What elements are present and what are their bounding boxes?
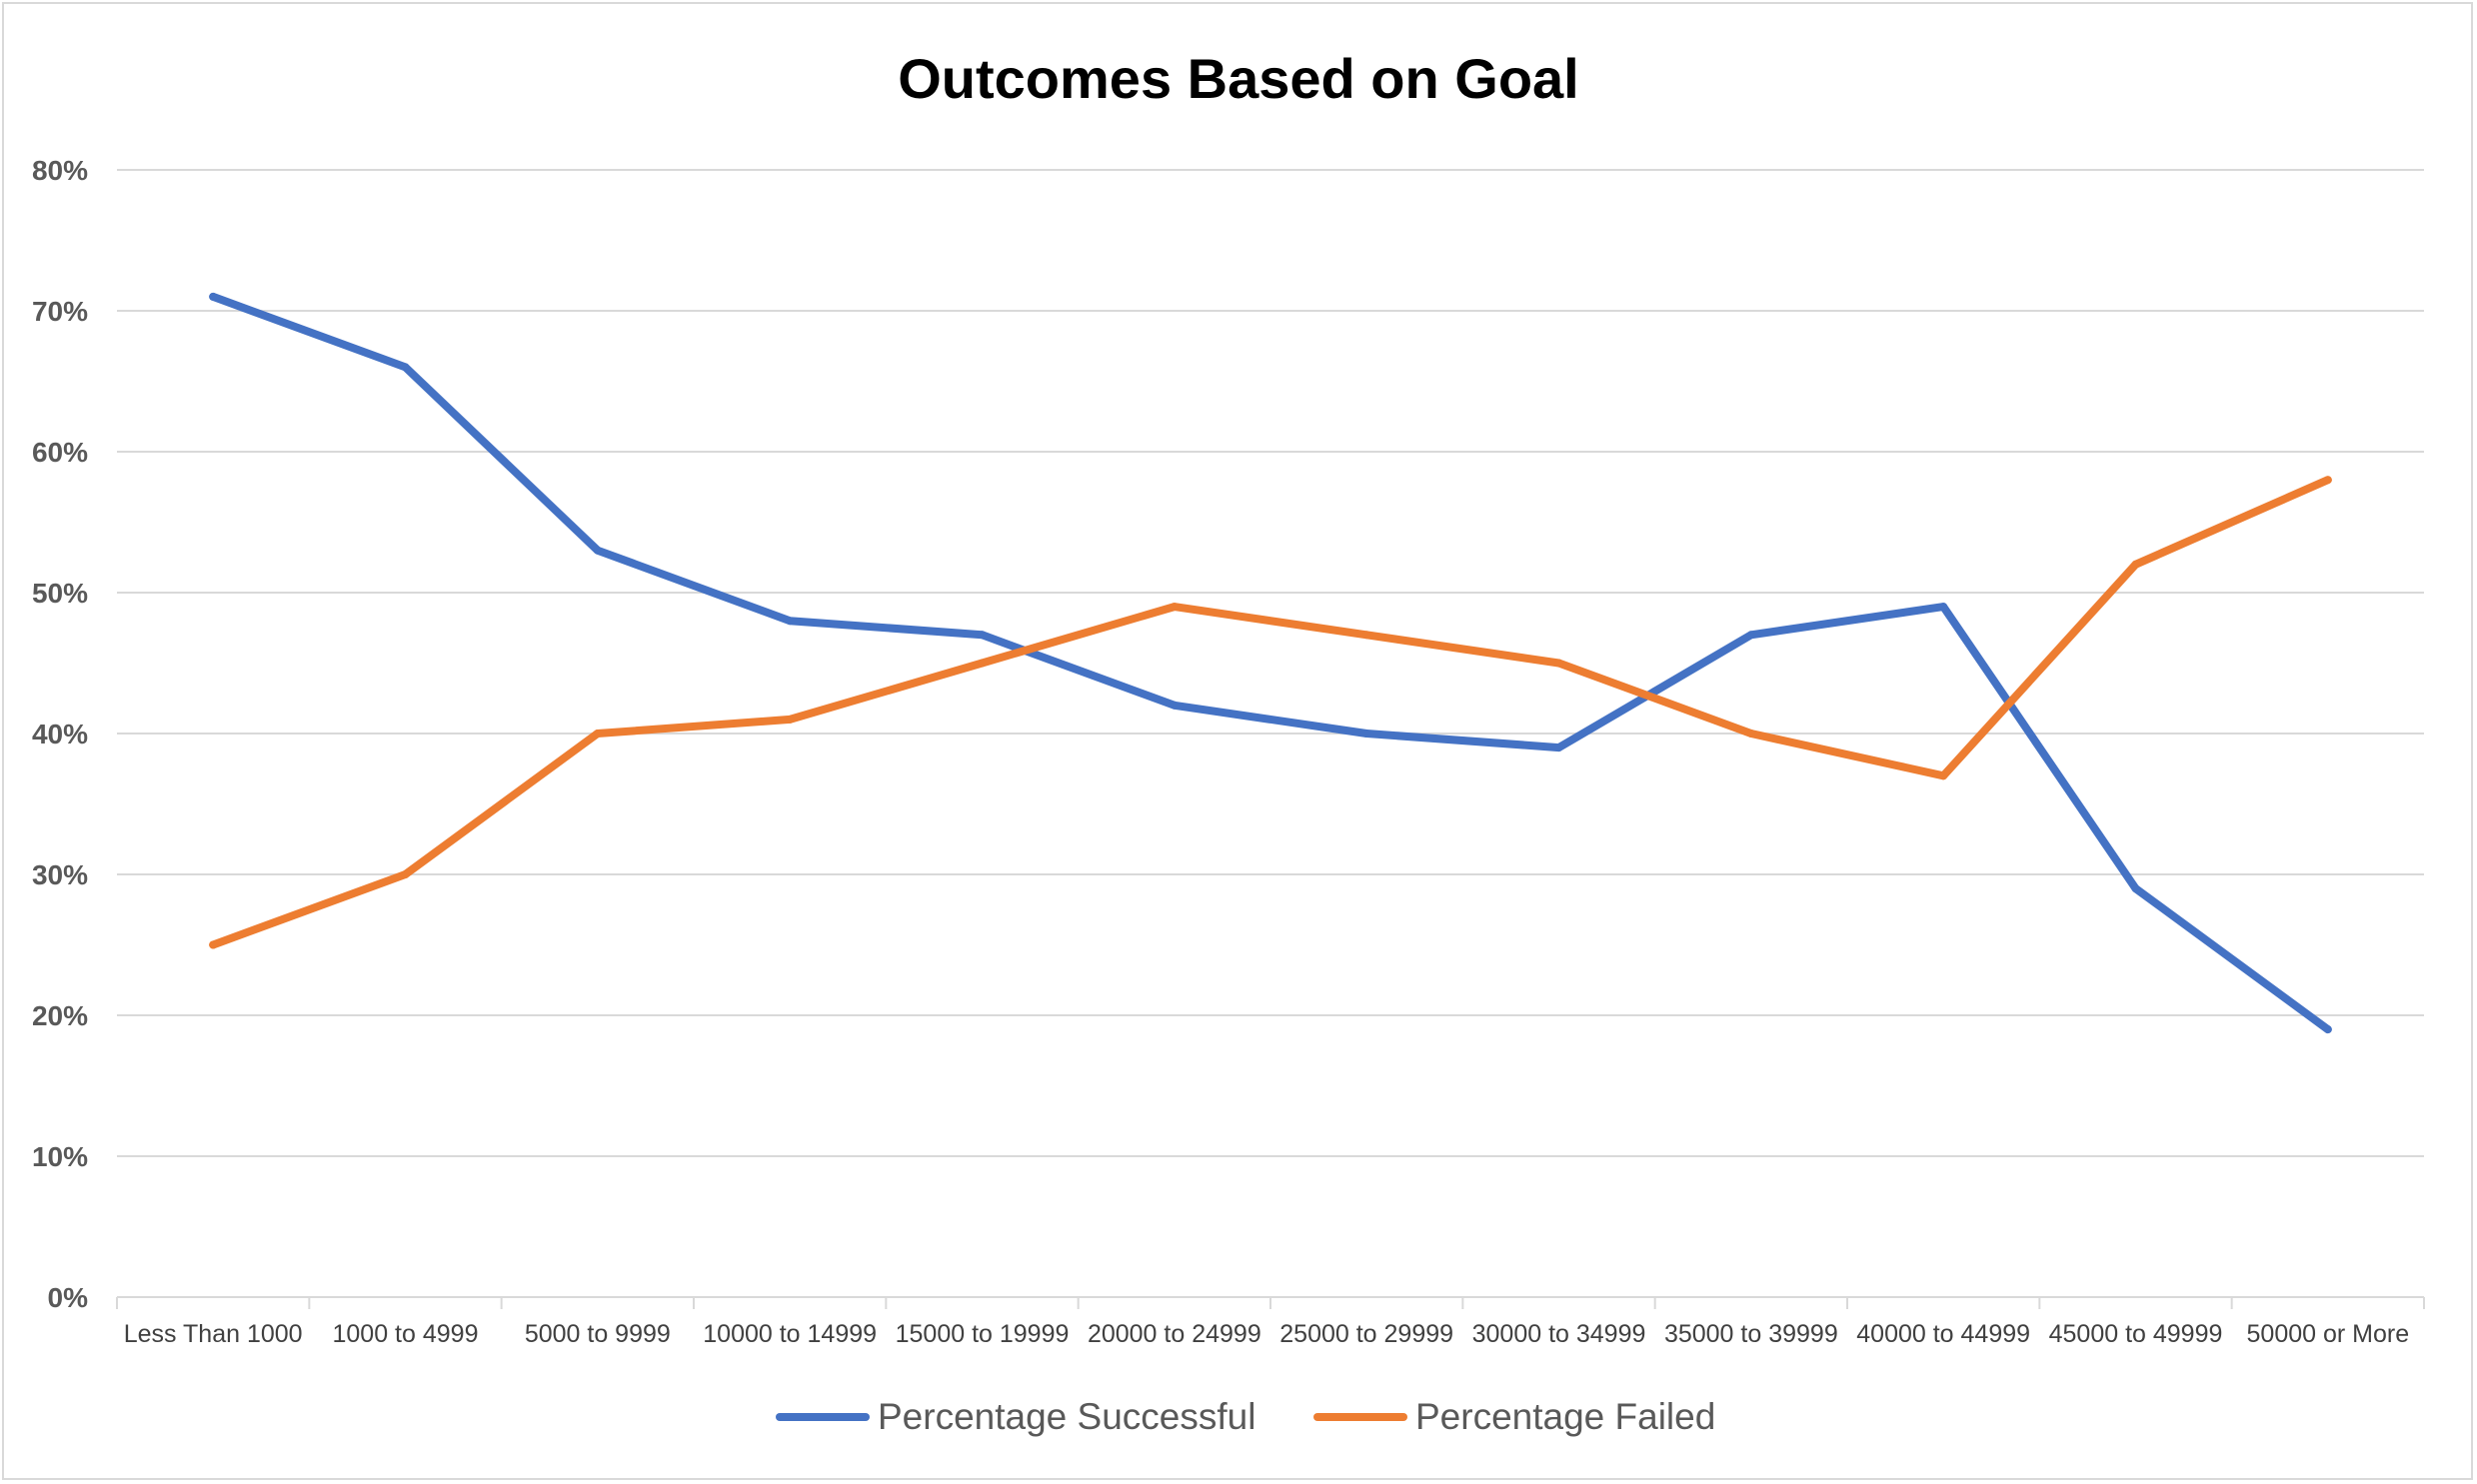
data-point <box>1362 730 1371 738</box>
data-point <box>1170 701 1179 710</box>
data-point <box>401 363 410 372</box>
x-tick-label: 15000 to 19999 <box>896 1320 1070 1348</box>
data-point <box>1939 603 1948 612</box>
x-tick-label: Less Than 1000 <box>124 1320 303 1348</box>
x-tick-label: 20000 to 24999 <box>1088 1320 1261 1348</box>
data-point <box>978 659 987 668</box>
data-point <box>593 730 602 738</box>
x-tick-label: 35000 to 39999 <box>1664 1320 1838 1348</box>
data-point <box>1362 631 1371 640</box>
x-axis-tick-labels: Less Than 1000 1000 to 4999 5000 to 9999 10… <box>124 1320 2409 1348</box>
data-point <box>209 940 218 949</box>
data-point <box>786 617 795 626</box>
x-tick-label: 30000 to 34999 <box>1472 1320 1646 1348</box>
x-tick-label: 25000 to 29999 <box>1279 1320 1453 1348</box>
y-tick-label: 30% <box>32 859 88 890</box>
y-tick-label: 20% <box>32 1000 88 1031</box>
legend-label: Percentage Successful <box>878 1396 1255 1437</box>
y-tick-label: 10% <box>32 1141 88 1172</box>
gridlines <box>116 169 2425 1309</box>
y-tick-label: 50% <box>32 578 88 609</box>
data-point <box>978 631 987 640</box>
data-point <box>2131 884 2140 893</box>
y-tick-label: 0% <box>48 1282 89 1313</box>
x-tick-label: 10000 to 14999 <box>703 1320 877 1348</box>
y-tick-label: 70% <box>32 296 88 327</box>
data-point <box>1554 743 1563 752</box>
data-point <box>209 292 218 301</box>
data-point <box>1170 603 1179 612</box>
data-point <box>2131 560 2140 569</box>
legend: Percentage Successful Percentage Failed <box>776 1396 1715 1437</box>
series-line-percentage-failed <box>209 476 2332 949</box>
data-point <box>1939 771 1948 780</box>
data-point <box>1554 659 1563 668</box>
data-point <box>2323 476 2332 485</box>
legend-label: Percentage Failed <box>1415 1396 1715 1437</box>
data-point <box>1746 631 1755 640</box>
x-tick-label: 40000 to 44999 <box>1856 1320 2030 1348</box>
x-tick-label: 5000 to 9999 <box>525 1320 671 1348</box>
series-line-percentage-successful <box>209 292 2332 1034</box>
x-tick-label: 1000 to 4999 <box>333 1320 479 1348</box>
x-tick-label: 50000 or More <box>2247 1320 2410 1348</box>
data-point <box>401 870 410 878</box>
x-tick-label: 45000 to 49999 <box>2049 1320 2223 1348</box>
data-series <box>209 292 2332 1034</box>
chart-title: Outcomes Based on Goal <box>898 47 1579 110</box>
data-point <box>2323 1025 2332 1034</box>
data-point <box>1746 730 1755 738</box>
data-point <box>593 546 602 555</box>
y-axis-tick-labels: 0% 10% 20% 30% 40% 50% 60% 70% 80% <box>32 155 88 1313</box>
y-tick-label: 60% <box>32 437 88 468</box>
y-tick-label: 80% <box>32 155 88 186</box>
data-point <box>786 715 795 724</box>
y-tick-label: 40% <box>32 719 88 749</box>
